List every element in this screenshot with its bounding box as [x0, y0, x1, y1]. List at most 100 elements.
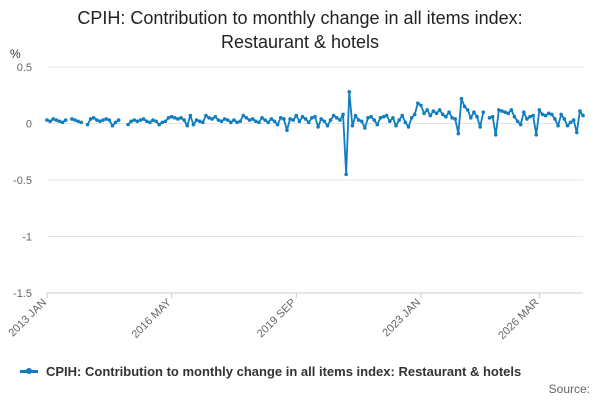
data-point[interactable] [213, 114, 218, 119]
data-point[interactable] [45, 118, 49, 122]
data-point[interactable] [440, 112, 445, 117]
data-point[interactable] [132, 118, 137, 122]
data-point[interactable] [521, 110, 526, 114]
data-point[interactable] [79, 120, 84, 125]
data-point[interactable] [297, 119, 302, 124]
data-point[interactable] [85, 122, 90, 127]
data-point[interactable] [76, 119, 80, 124]
data-point[interactable] [172, 116, 177, 120]
data-point[interactable] [232, 118, 236, 122]
data-point[interactable] [110, 123, 115, 128]
data-point[interactable] [188, 113, 193, 118]
data-point[interactable] [51, 117, 56, 121]
data-point[interactable] [225, 118, 230, 122]
data-point[interactable] [95, 118, 99, 122]
data-point[interactable] [257, 120, 261, 125]
data-point[interactable] [48, 119, 52, 124]
data-point[interactable] [447, 110, 451, 114]
data-point[interactable] [207, 116, 211, 120]
data-point[interactable] [562, 117, 567, 121]
data-point[interactable] [182, 118, 186, 122]
data-point[interactable] [313, 114, 317, 119]
data-point[interactable] [571, 118, 576, 122]
data-point[interactable] [235, 120, 239, 125]
data-point[interactable] [453, 117, 458, 121]
data-point[interactable] [285, 128, 289, 133]
data-point[interactable] [151, 118, 155, 122]
data-point[interactable] [509, 108, 514, 112]
data-point[interactable] [493, 133, 498, 137]
data-point[interactable] [531, 113, 535, 118]
data-point[interactable] [113, 120, 118, 125]
data-point[interactable] [250, 117, 255, 121]
data-point[interactable] [397, 118, 401, 122]
data-point[interactable] [266, 120, 271, 125]
data-point[interactable] [63, 118, 68, 122]
data-point[interactable] [306, 120, 311, 125]
data-point[interactable] [450, 116, 454, 120]
data-point[interactable] [481, 110, 486, 114]
data-point[interactable] [372, 118, 377, 122]
data-point[interactable] [275, 122, 280, 127]
data-point[interactable] [98, 119, 102, 124]
data-point[interactable] [578, 109, 582, 113]
data-point[interactable] [425, 108, 429, 112]
data-point[interactable] [269, 117, 274, 121]
data-point[interactable] [160, 120, 165, 125]
data-point[interactable] [229, 120, 233, 125]
data-point[interactable] [359, 119, 364, 124]
data-point[interactable] [316, 125, 320, 129]
data-point[interactable] [300, 114, 305, 119]
data-point[interactable] [472, 110, 476, 114]
data-point[interactable] [366, 116, 370, 120]
data-point[interactable] [197, 119, 202, 124]
data-point[interactable] [144, 119, 149, 124]
data-point[interactable] [88, 117, 93, 121]
data-point[interactable] [272, 119, 277, 124]
data-point[interactable] [428, 113, 433, 118]
data-point[interactable] [104, 117, 109, 121]
data-point[interactable] [559, 112, 563, 117]
data-point[interactable] [356, 118, 361, 122]
data-point[interactable] [338, 118, 342, 122]
data-point[interactable] [331, 113, 336, 118]
data-point[interactable] [138, 118, 143, 122]
data-point[interactable] [57, 119, 62, 124]
data-point[interactable] [475, 114, 479, 119]
data-point[interactable] [353, 113, 358, 118]
data-point[interactable] [437, 108, 442, 112]
data-point[interactable] [241, 113, 246, 118]
data-point[interactable] [335, 116, 339, 120]
data-point[interactable] [288, 117, 292, 121]
data-point[interactable] [422, 111, 426, 116]
data-point[interactable] [126, 122, 130, 127]
data-point[interactable] [565, 123, 570, 128]
data-point[interactable] [416, 101, 420, 105]
data-point[interactable] [465, 108, 470, 112]
data-point[interactable] [537, 108, 542, 112]
data-point[interactable] [469, 116, 473, 120]
data-point[interactable] [322, 119, 327, 124]
data-point[interactable] [101, 118, 105, 122]
data-point[interactable] [278, 116, 283, 120]
data-point[interactable] [129, 119, 133, 124]
data-point[interactable] [166, 116, 171, 120]
data-point[interactable] [456, 131, 461, 136]
data-point[interactable] [375, 122, 380, 127]
data-point[interactable] [459, 96, 464, 101]
data-point[interactable] [347, 90, 352, 94]
data-point[interactable] [378, 116, 383, 120]
data-point[interactable] [419, 103, 423, 108]
data-point[interactable] [581, 113, 585, 118]
data-point[interactable] [503, 110, 507, 114]
data-point[interactable] [341, 112, 345, 117]
data-point[interactable] [444, 114, 448, 119]
data-point[interactable] [291, 118, 295, 122]
data-point[interactable] [518, 122, 523, 127]
data-point[interactable] [512, 114, 517, 119]
data-point[interactable] [253, 119, 258, 124]
data-point[interactable] [490, 114, 495, 119]
data-point[interactable] [574, 130, 579, 135]
data-point[interactable] [263, 118, 267, 122]
data-point[interactable] [169, 114, 174, 119]
